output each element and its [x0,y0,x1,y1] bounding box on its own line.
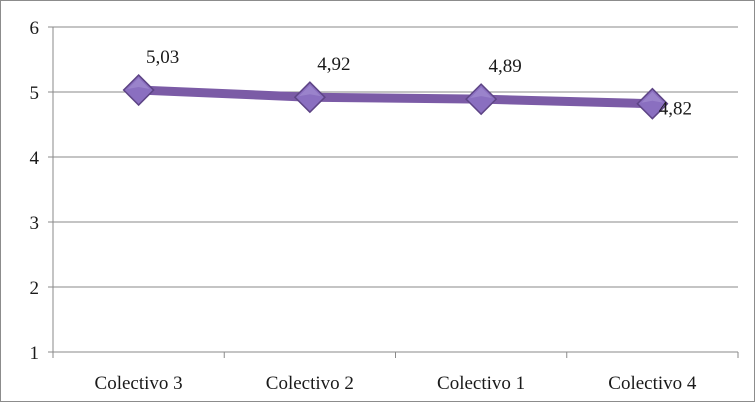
data-point-4 [636,87,669,120]
data-label-4: 4,82 [659,99,692,120]
x-tick-label-1: Colectivo 3 [95,373,183,394]
y-tick-label-5: 5 [30,83,40,104]
x-tick-label-3: Colectivo 1 [437,373,525,394]
data-point-highlight-4 [641,91,664,103]
data-point-highlight-3 [470,87,493,99]
y-tick-label-2: 2 [30,278,40,299]
series-line-1 [134,85,657,109]
x-tick-label-4: Colectivo 4 [608,373,697,394]
series-layer [122,73,669,120]
y-axis-tick-labels: 1 2 3 4 5 6 [30,18,40,364]
data-label-2: 4,92 [317,54,350,75]
data-point-highlight-1 [127,78,150,90]
axes [48,26,739,358]
y-tick-label-3: 3 [30,213,40,234]
x-tick-label-2: Colectivo 2 [266,373,354,394]
data-point-1 [122,73,155,107]
data-point-highlight-2 [298,85,321,97]
data-label-1: 5,03 [146,47,179,68]
x-axis-tick-labels: Colectivo 3 Colectivo 2 Colectivo 1 Colecti… [95,373,697,394]
y-tick-label-6: 6 [30,18,40,39]
data-point-2 [293,81,326,114]
y-tick-label-4: 4 [30,148,40,169]
y-tick-label-1: 1 [30,343,40,364]
gridlines [53,26,738,288]
data-label-3: 4,89 [489,56,522,77]
data-point-3 [465,83,498,116]
data-labels: 5,03 4,92 4,89 4,82 [146,47,692,120]
